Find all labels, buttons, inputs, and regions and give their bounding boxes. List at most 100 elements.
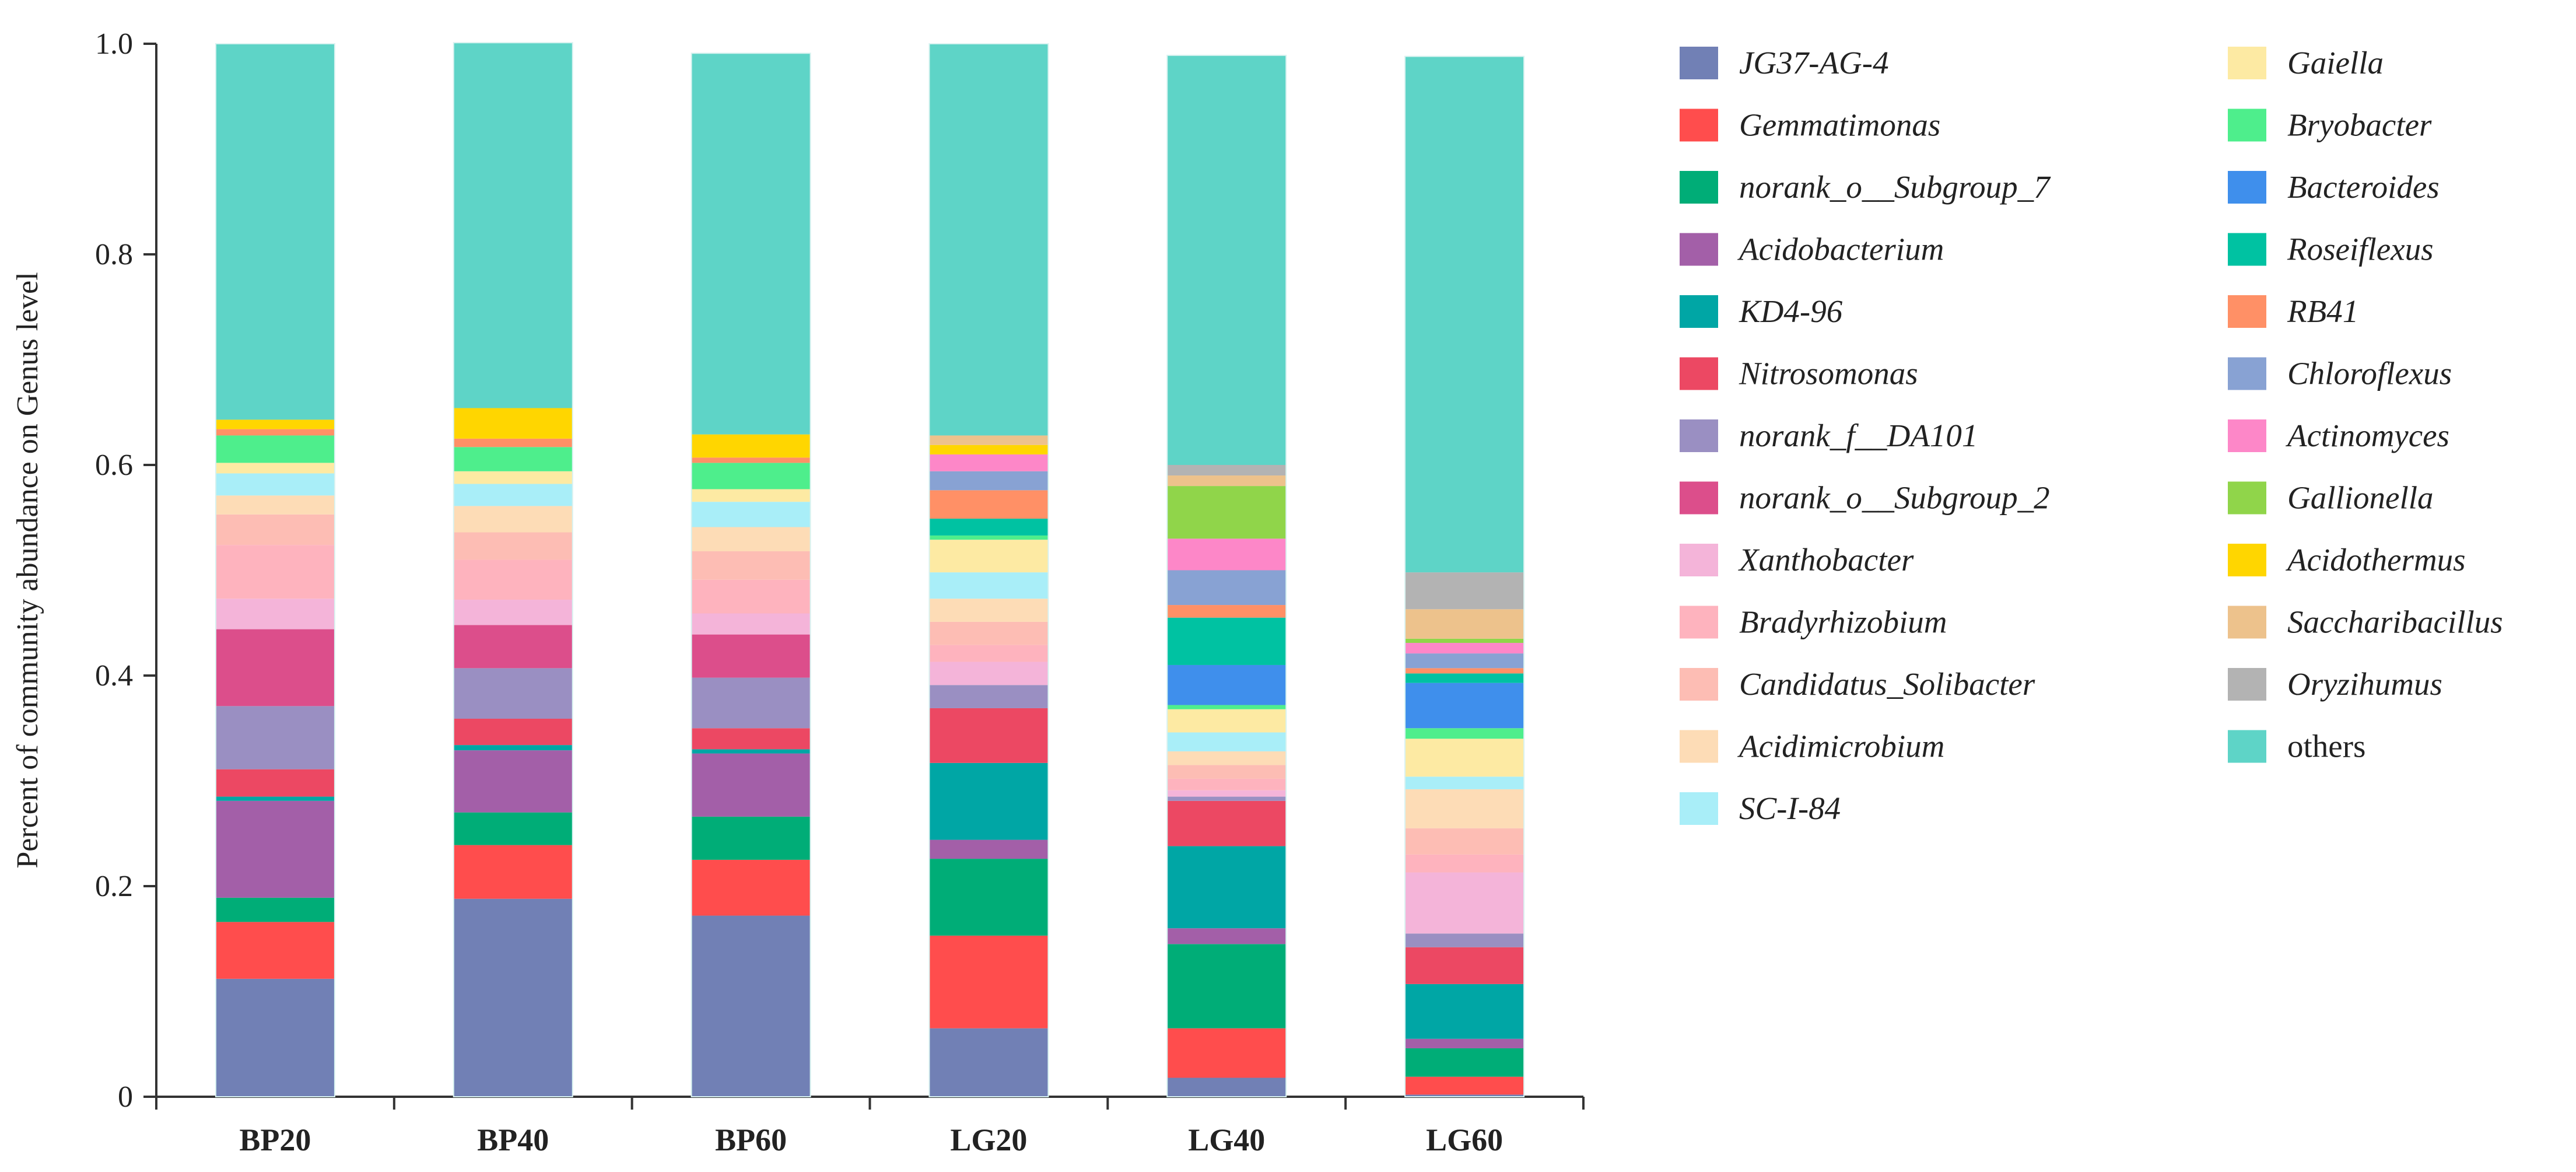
bar-segment[interactable] [1405, 872, 1524, 934]
legend-item[interactable]: JG37-AG-4 [1680, 45, 1889, 81]
legend-item[interactable]: norank_o__Subgroup_7 [1680, 169, 2051, 205]
bar-segment[interactable] [215, 545, 335, 599]
bar-segment[interactable] [215, 514, 335, 545]
bar-segment[interactable] [1167, 475, 1287, 487]
bar-segment[interactable] [929, 621, 1049, 645]
bar-segment[interactable] [929, 540, 1049, 573]
bar-segment[interactable] [691, 677, 811, 729]
bar-segment[interactable] [691, 579, 811, 614]
bar-segment[interactable] [453, 625, 573, 669]
bar-segment[interactable] [1167, 1028, 1287, 1078]
bar-segment[interactable] [691, 434, 811, 458]
bar-segment[interactable] [1167, 928, 1287, 944]
bar-segment[interactable] [453, 745, 573, 751]
bar-segment[interactable] [691, 859, 811, 916]
bar-segment[interactable] [1167, 538, 1287, 571]
bar-segment[interactable] [691, 551, 811, 580]
bar-segment[interactable] [929, 935, 1049, 1028]
bar-segment[interactable] [215, 435, 335, 463]
bar-segment[interactable] [1405, 1038, 1524, 1048]
bar-segment[interactable] [453, 447, 573, 471]
bar-segment[interactable] [1167, 465, 1287, 476]
bar-segment[interactable] [1167, 765, 1287, 779]
bar-segment[interactable] [453, 845, 573, 899]
legend-item[interactable]: KD4-96 [1680, 293, 1843, 329]
legend-item[interactable]: Gallionella [2228, 480, 2434, 516]
bar-segment[interactable] [691, 749, 811, 754]
bar-segment[interactable] [453, 812, 573, 845]
bar-segment[interactable] [929, 662, 1049, 685]
bar-segment[interactable] [1405, 933, 1524, 947]
legend-item[interactable]: Bryobacter [2228, 107, 2432, 143]
bar-segment[interactable] [929, 519, 1049, 536]
bar-segment[interactable] [929, 599, 1049, 622]
bar-segment[interactable] [691, 489, 811, 502]
bar-segment[interactable] [215, 599, 335, 629]
bar-segment[interactable] [1405, 947, 1524, 984]
bar-segment[interactable] [691, 463, 811, 489]
legend-item[interactable]: Acidobacterium [1680, 232, 1944, 267]
bar-segment[interactable] [929, 1028, 1049, 1097]
bar-segment[interactable] [1167, 732, 1287, 751]
bar-segment[interactable] [215, 473, 335, 496]
bar-segment[interactable] [691, 502, 811, 527]
bar-segment[interactable] [1405, 56, 1524, 573]
legend-item[interactable]: Roseiflexus [2228, 232, 2433, 267]
bar-segment[interactable] [453, 438, 573, 447]
bar-segment[interactable] [1167, 751, 1287, 765]
bar-segment[interactable] [929, 490, 1049, 519]
bar-segment[interactable] [1167, 55, 1287, 466]
bar-segment[interactable] [1405, 739, 1524, 777]
bar-segment[interactable] [1405, 1048, 1524, 1077]
bar-segment[interactable] [1167, 796, 1287, 801]
legend-item[interactable]: Chloroflexus [2228, 356, 2452, 391]
legend-item[interactable]: SC-I-84 [1680, 790, 1841, 826]
bar-segment[interactable] [1405, 728, 1524, 739]
bar-segment[interactable] [215, 44, 335, 420]
bar-segment[interactable] [1405, 572, 1524, 610]
legend-item[interactable]: norank_o__Subgroup_2 [1680, 480, 2050, 516]
bar-segment[interactable] [1167, 486, 1287, 539]
bar-segment[interactable] [1405, 1094, 1524, 1097]
bar-segment[interactable] [691, 634, 811, 678]
bar-segment[interactable] [1167, 800, 1287, 846]
bar-segment[interactable] [215, 800, 335, 898]
bar-segment[interactable] [691, 527, 811, 552]
bar-segment[interactable] [1405, 673, 1524, 683]
bar-segment[interactable] [691, 816, 811, 860]
bar-segment[interactable] [215, 419, 335, 429]
bar-segment[interactable] [929, 445, 1049, 454]
legend-item[interactable]: Nitrosomonas [1680, 356, 1918, 391]
legend-item[interactable]: others [2228, 729, 2365, 764]
bar-segment[interactable] [215, 463, 335, 474]
bar-segment[interactable] [1405, 854, 1524, 873]
bar-segment[interactable] [1167, 664, 1287, 705]
bar-segment[interactable] [929, 839, 1049, 859]
legend-item[interactable]: Bacteroides [2228, 169, 2440, 205]
bar-segment[interactable] [691, 53, 811, 435]
bar-segment[interactable] [1405, 609, 1524, 639]
bar-segment[interactable] [1405, 1076, 1524, 1095]
legend-item[interactable]: Gemmatimonas [1680, 107, 1940, 143]
bar-segment[interactable] [1167, 617, 1287, 665]
legend-item[interactable]: Bradyrhizobium [1680, 604, 1947, 640]
bar-segment[interactable] [1405, 643, 1524, 654]
bar-segment[interactable] [1167, 705, 1287, 709]
bar-segment[interactable] [1167, 846, 1287, 929]
bar-segment[interactable] [453, 668, 573, 719]
bar-segment[interactable] [1167, 790, 1287, 797]
bar-segment[interactable] [215, 629, 335, 706]
bar-segment[interactable] [1405, 828, 1524, 855]
bar-segment[interactable] [691, 753, 811, 817]
bar-segment[interactable] [1405, 984, 1524, 1039]
bar-segment[interactable] [453, 471, 573, 484]
bar-segment[interactable] [215, 796, 335, 801]
bar-segment[interactable] [215, 769, 335, 797]
bar-segment[interactable] [929, 762, 1049, 840]
legend-item[interactable]: Acidimicrobium [1680, 729, 1944, 764]
legend-item[interactable]: Candidatus_Solibacter [1680, 666, 2035, 702]
bar-segment[interactable] [1405, 668, 1524, 674]
legend-item[interactable]: Acidothermus [2228, 542, 2466, 578]
legend-item[interactable]: Gaiella [2228, 45, 2384, 81]
bar-segment[interactable] [929, 535, 1049, 540]
